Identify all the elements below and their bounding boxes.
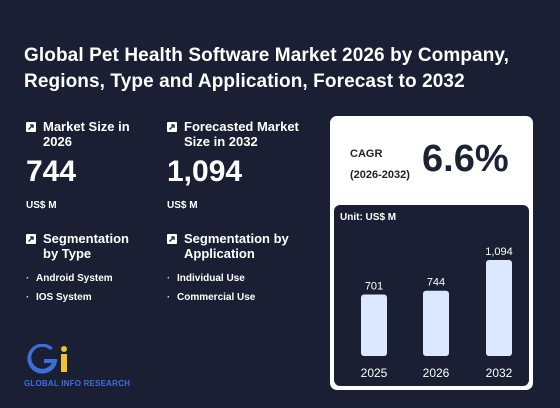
arrow-up-right-icon	[26, 234, 36, 244]
list-item-label: Individual Use	[177, 273, 245, 284]
list-item: · IOS System	[26, 292, 92, 303]
company-logo: GLOBAL INFO RESEARCH	[24, 343, 131, 388]
x-tick-label-2032: 2032	[486, 366, 513, 380]
x-tick-label-2026: 2026	[423, 366, 450, 380]
segmentation-application: Segmentation by Application · Individual …	[167, 231, 297, 311]
arrow-up-right-icon	[167, 234, 177, 244]
arrow-up-right-icon	[167, 122, 177, 132]
bar-2026	[423, 290, 449, 356]
data-label-2026: 744	[427, 277, 445, 289]
cagr-label: CAGR (2026-2032)	[350, 144, 410, 186]
data-label-2025: 701	[365, 280, 383, 292]
chart-unit-label: Unit: US$ M	[340, 212, 397, 223]
list-item-label: Android System	[36, 273, 113, 284]
market-size-unit: US$ M	[26, 200, 57, 211]
cagr-label-line1: CAGR	[350, 148, 383, 160]
bar-chart: Unit: US$ M 701 2025 744 2026 1,094 2032	[334, 205, 529, 386]
bar-chart-svg: 701 2025 744 2026 1,094 2032	[361, 246, 513, 380]
list-item: · Individual Use	[167, 273, 245, 284]
forecast-value: 1,094	[167, 155, 243, 188]
page-title: Global Pet Health Software Market 2026 b…	[24, 45, 510, 92]
cagr-panel: CAGR (2026-2032) 6.6% Unit: US$ M 701 202…	[330, 116, 533, 390]
arrow-up-right-icon	[26, 122, 36, 132]
forecast-label: Forecasted Market Size in 2032	[184, 119, 299, 149]
list-item-label: Commercial Use	[177, 292, 256, 303]
list-item: · Android System	[26, 273, 113, 284]
gi-logo-icon	[27, 343, 67, 374]
data-label-2032: 1,094	[485, 246, 513, 258]
bar-2032	[486, 260, 512, 356]
market-size-label: Market Size in 2026	[43, 119, 130, 149]
x-tick-label-2025: 2025	[361, 366, 388, 380]
segmentation-type: Segmentation by Type · Android System · IO…	[26, 231, 141, 311]
cagr-value: 6.6%	[422, 138, 509, 180]
bar-2025	[361, 294, 387, 356]
list-item: · Commercial Use	[167, 292, 256, 303]
list-item-label: IOS System	[36, 292, 92, 303]
market-size-metric: Market Size in 2026 744 US$ M	[26, 119, 151, 211]
forecast-unit: US$ M	[167, 200, 198, 211]
forecast-metric: Forecasted Market Size in 2032 1,094 US$…	[167, 119, 307, 211]
logo-text: GLOBAL INFO RESEARCH	[24, 379, 131, 388]
cagr-label-line2: (2026-2032)	[350, 169, 410, 181]
market-size-value: 744	[26, 155, 77, 188]
segmentation-application-label: Segmentation by Application	[184, 231, 289, 261]
segmentation-type-label: Segmentation by Type	[43, 231, 129, 261]
